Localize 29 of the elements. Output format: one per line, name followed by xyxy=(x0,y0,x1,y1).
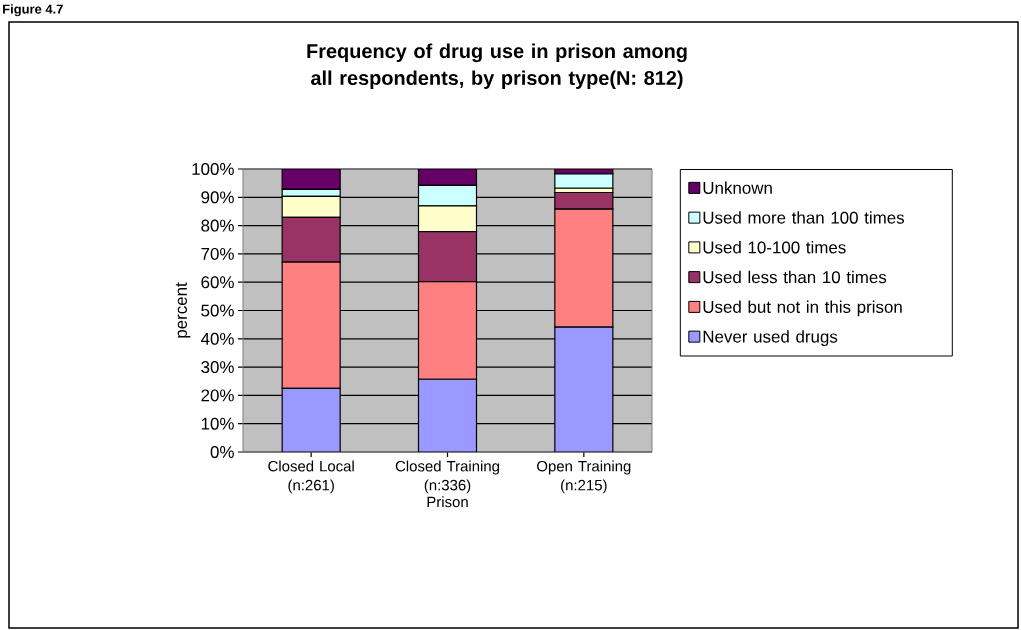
y-tick-label: 100% xyxy=(192,163,234,175)
y-tick-label: 80% xyxy=(201,219,234,232)
y-tick-label: 50% xyxy=(201,304,234,317)
legend-label: Unknown xyxy=(703,181,772,194)
x-tick-label: Closed Training (n:336) xyxy=(395,460,499,494)
y-tick-label: 60% xyxy=(201,276,234,289)
y-tick-label: 40% xyxy=(200,332,234,345)
y-tick-label: 0% xyxy=(210,446,234,458)
x-axis-title: Prison xyxy=(427,496,468,508)
chart-title: Frequency of drug use in prison among all respondents, by prison type(N: 812) xyxy=(307,43,687,89)
legend-label: Used but not in this prison xyxy=(703,300,902,317)
y-tick-label: 20% xyxy=(201,389,234,402)
bar xyxy=(417,169,478,187)
y-tick-label: 10% xyxy=(201,417,234,430)
x-tick-label: Open Training (n:215) xyxy=(537,460,631,494)
legend-label: Used 10-100 times xyxy=(703,241,846,254)
y-axis-title: percent xyxy=(175,282,191,338)
y-tick-label: 70% xyxy=(201,247,234,260)
caption: Figure 4.7 xyxy=(3,4,63,17)
legend-label: Used more than 100 times xyxy=(703,211,905,224)
legend-label: Never used drugs xyxy=(703,330,838,347)
x-tick-label: Closed Local (n:261) xyxy=(268,460,354,494)
legend-label: Used less than 10 times xyxy=(703,270,887,284)
y-tick-label: 30% xyxy=(201,361,234,374)
bar xyxy=(281,169,341,190)
bar xyxy=(417,378,478,452)
bar xyxy=(554,326,614,452)
y-tick-label: 90% xyxy=(201,191,234,204)
bar xyxy=(281,387,341,452)
